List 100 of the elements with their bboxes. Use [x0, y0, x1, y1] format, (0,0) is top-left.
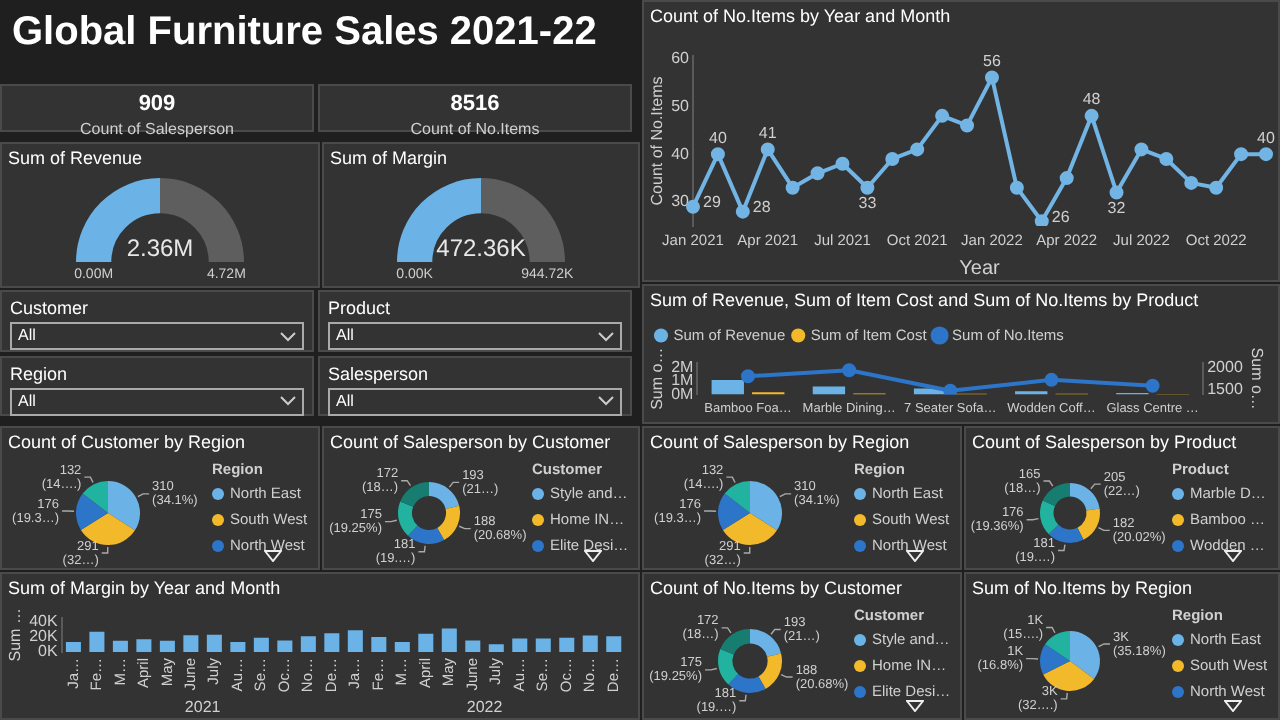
- point: [1145, 378, 1160, 393]
- text: All: [10, 387, 304, 415]
- y-tick-label: 40: [671, 144, 691, 163]
- text: Salesperson: [326, 361, 431, 387]
- text: 2021: [184, 698, 222, 717]
- point: [842, 363, 857, 378]
- chart-title: Sum of Margin: [328, 146, 450, 172]
- text: All: [328, 322, 622, 350]
- bar: [89, 631, 105, 652]
- point: [885, 151, 900, 166]
- y2-tick-label: 2000: [1207, 357, 1244, 376]
- chart-title: Sum of Revenue, Sum of Item Cost and Sum of No.Items by Product: [648, 288, 1201, 314]
- data-label: 26: [1051, 207, 1071, 226]
- chart-title: Sum of Margin by Year and Month: [6, 576, 283, 602]
- y-tick-label: 60: [671, 48, 691, 67]
- point: [1034, 214, 1049, 226]
- data-label: 48: [1082, 90, 1102, 109]
- data-label: 33: [858, 194, 878, 213]
- bar: [183, 635, 199, 652]
- bar: [347, 630, 363, 652]
- point: [1234, 147, 1249, 162]
- text: Product: [326, 296, 393, 322]
- point: [984, 70, 999, 85]
- chart-title: Count of Salesperson by Region: [648, 430, 912, 456]
- point: [1109, 185, 1124, 200]
- bar: [535, 638, 551, 652]
- point: [960, 118, 975, 133]
- text: Region: [8, 361, 70, 387]
- bar: [324, 633, 340, 652]
- y-tick-label: 0K: [38, 642, 59, 661]
- data-label: 40: [709, 128, 728, 147]
- point: [835, 156, 850, 171]
- point: [1259, 147, 1273, 162]
- text: All: [10, 322, 304, 350]
- point: [785, 180, 800, 195]
- chart-title: Sum of No.Items by Region: [970, 576, 1195, 602]
- y2-tick-label: 1500: [1207, 380, 1244, 399]
- point: [860, 180, 875, 195]
- bar: [112, 640, 128, 652]
- text: Global Furniture Sales 2021-22: [10, 8, 599, 58]
- bar: [465, 640, 481, 652]
- data-label: 40: [1257, 128, 1276, 147]
- chart-title: Count of No.Items by Customer: [648, 576, 905, 602]
- y-axis-title: Sum o…: [648, 347, 667, 410]
- bar: [230, 641, 246, 652]
- bar: [441, 628, 457, 652]
- data-label: 41: [758, 123, 778, 142]
- y-tick-label: 50: [671, 96, 691, 115]
- y2-axis-title: Sum o…: [1247, 347, 1266, 410]
- point: [810, 166, 825, 181]
- chart-title: Count of Salesperson by Customer: [328, 430, 613, 456]
- bar: [206, 634, 222, 652]
- point: [735, 204, 750, 219]
- data-label: 28: [752, 198, 772, 217]
- data-label: 2.36M: [126, 234, 194, 262]
- y-tick-label: 20K: [29, 627, 59, 646]
- y-tick-label: 40K: [29, 612, 59, 631]
- data-label: 32: [1107, 198, 1127, 217]
- bar: [606, 636, 622, 652]
- point: [935, 108, 950, 123]
- text: Count of Salesperson: [78, 118, 236, 138]
- point: [1009, 180, 1024, 195]
- y-tick-label: 30: [671, 192, 691, 211]
- chart-title: Sum of Revenue: [6, 146, 145, 172]
- bar: [253, 637, 269, 652]
- bar: [277, 640, 293, 652]
- text: Count of No.Items: [408, 118, 542, 138]
- point: [1084, 108, 1099, 123]
- point: [1159, 151, 1174, 166]
- y-tick-label: 0M: [671, 384, 695, 403]
- data-label: 472.36K: [436, 234, 526, 262]
- point: [710, 147, 725, 162]
- text: 909: [136, 90, 178, 116]
- point: [741, 369, 756, 384]
- point: [943, 383, 958, 395]
- point: [1184, 175, 1199, 190]
- bar: [711, 380, 744, 395]
- bar: [371, 637, 387, 652]
- y-axis-title: Count of No.Items: [648, 76, 667, 206]
- bar: [582, 635, 598, 652]
- bar: [512, 638, 528, 652]
- bar: [300, 636, 316, 652]
- text: All: [328, 387, 622, 415]
- data-label: 29: [703, 193, 722, 212]
- point: [1209, 180, 1224, 195]
- bar: [488, 644, 504, 652]
- bar: [394, 641, 410, 652]
- x-axis-title: Year: [959, 257, 1002, 280]
- chart-title: Count of Salesperson by Product: [970, 430, 1239, 456]
- bar: [159, 640, 175, 652]
- bar: [418, 633, 434, 652]
- point: [1059, 171, 1074, 186]
- y-tick-label: 1M: [671, 371, 695, 390]
- chart-title: Count of No.Items by Year and Month: [648, 4, 953, 30]
- point: [910, 142, 925, 157]
- point: [1044, 372, 1059, 387]
- text: Customer: [8, 296, 91, 322]
- bar: [65, 641, 81, 652]
- chart-title: Count of Customer by Region: [6, 430, 248, 456]
- bar: [136, 639, 152, 652]
